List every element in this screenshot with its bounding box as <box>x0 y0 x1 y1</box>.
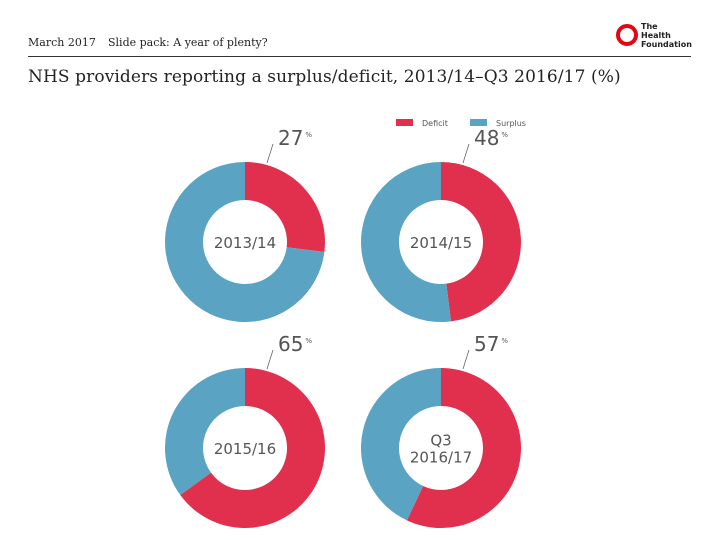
data-label-unit-2015-16: % <box>305 337 312 345</box>
center-label-q3-2016-17: Q3 <box>430 432 451 450</box>
header-divider <box>28 56 691 57</box>
surplus-slice-2014-15 <box>360 162 452 322</box>
surplus-slice-2015-16 <box>164 368 245 496</box>
deficit-slice-2014-15 <box>441 162 521 322</box>
center-label-2014-15: 2014/15 <box>410 234 472 252</box>
data-label-q3-2016-17: 57 <box>474 332 499 356</box>
deficit-slice-q3-2016-17 <box>406 368 521 528</box>
deficit-slice-2015-16 <box>180 368 325 528</box>
callout-leader-2014-15 <box>462 143 470 164</box>
legend-label-surplus: Surplus <box>496 119 526 128</box>
health-foundation-logo: The Health Foundation <box>616 22 696 52</box>
deficit-slice-2013-14 <box>245 162 325 253</box>
center-label-2013-14: 2013/14 <box>214 234 276 252</box>
center-label-2015-16: 2015/16 <box>214 440 276 458</box>
legend-swatch-surplus <box>470 119 487 126</box>
header-slide-title: Slide pack: A year of plenty? <box>108 36 268 49</box>
legend-swatch-deficit <box>396 119 413 126</box>
logo-text: The Health Foundation <box>641 22 692 49</box>
callout-leader-q3-2016-17 <box>462 349 470 370</box>
data-label-2015-16: 65 <box>278 332 303 356</box>
data-label-2013-14: 27 <box>278 126 303 150</box>
data-label-2014-15: 48 <box>474 126 499 150</box>
surplus-slice-2013-14 <box>164 162 325 322</box>
surplus-slice-q3-2016-17 <box>361 368 441 521</box>
data-label-unit-2014-15: % <box>501 131 508 139</box>
center-label-q3-2016-17: 2016/17 <box>410 449 472 467</box>
data-label-unit-q3-2016-17: % <box>501 337 508 345</box>
page-title: NHS providers reporting a surplus/defici… <box>28 67 621 87</box>
callout-leader-2015-16 <box>266 349 274 370</box>
callout-leader-2013-14 <box>266 143 274 164</box>
legend-label-deficit: Deficit <box>422 119 448 128</box>
logo-ring-icon <box>616 24 638 46</box>
data-label-unit-2013-14: % <box>305 131 312 139</box>
header-date: March 2017 <box>28 36 96 49</box>
